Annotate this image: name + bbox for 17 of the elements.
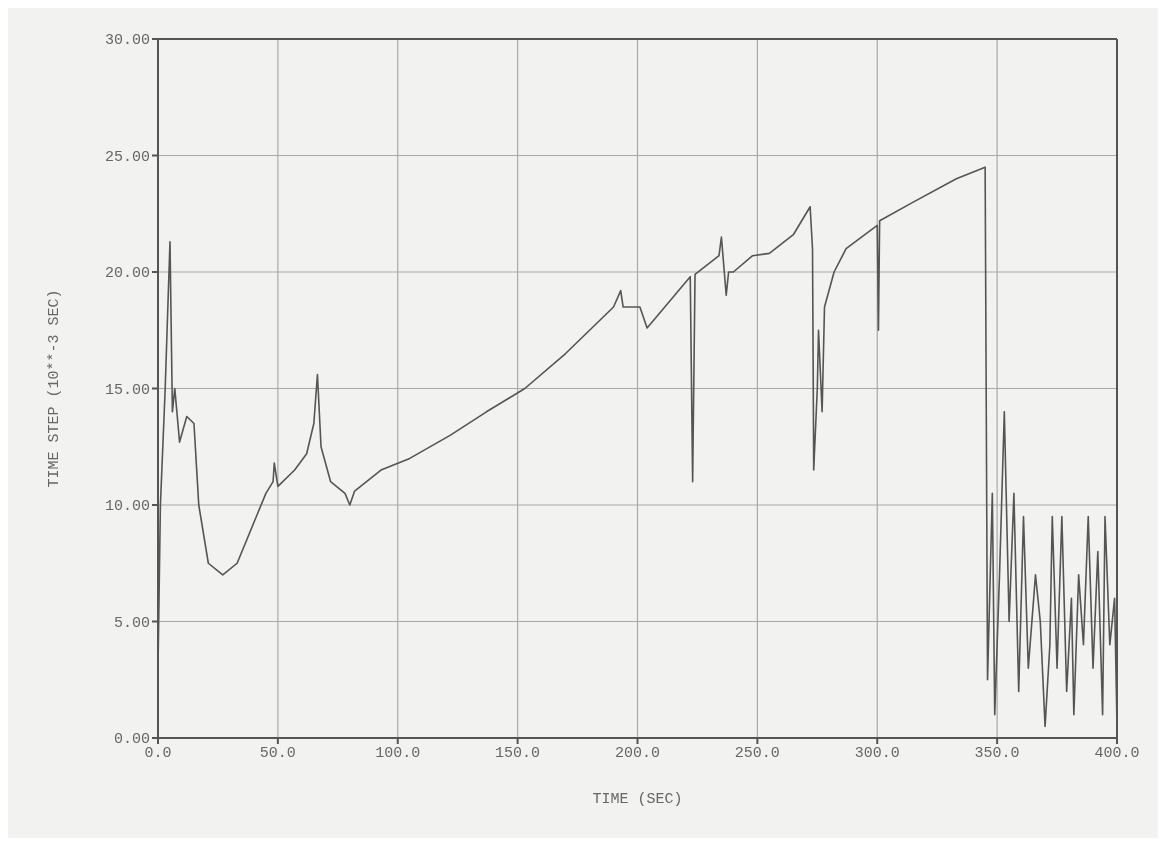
- x-tick-label: 350.0: [974, 744, 1020, 762]
- x-tick-label: 0.0: [144, 744, 172, 762]
- y-tick-label: 10.00: [104, 498, 150, 516]
- y-tick-label: 30.00: [104, 32, 150, 50]
- x-tick-label: 300.0: [854, 744, 900, 762]
- x-tick-label: 250.0: [734, 744, 780, 762]
- x-tick-label: 50.0: [259, 744, 296, 762]
- y-axis-title: TIME STEP (10**-3 SEC): [46, 289, 64, 488]
- y-tick-label: 25.00: [104, 148, 150, 166]
- y-tick-label: 15.00: [104, 381, 150, 399]
- x-tick-label: 150.0: [495, 744, 541, 762]
- x-tick-label: 100.0: [375, 744, 421, 762]
- x-axis-title: TIME (SEC): [592, 791, 683, 808]
- y-tick-label: 20.00: [104, 265, 150, 283]
- y-tick-label: 5.00: [113, 614, 150, 632]
- x-tick-label: 400.0: [1094, 744, 1140, 762]
- x-tick-label: 200.0: [614, 744, 661, 762]
